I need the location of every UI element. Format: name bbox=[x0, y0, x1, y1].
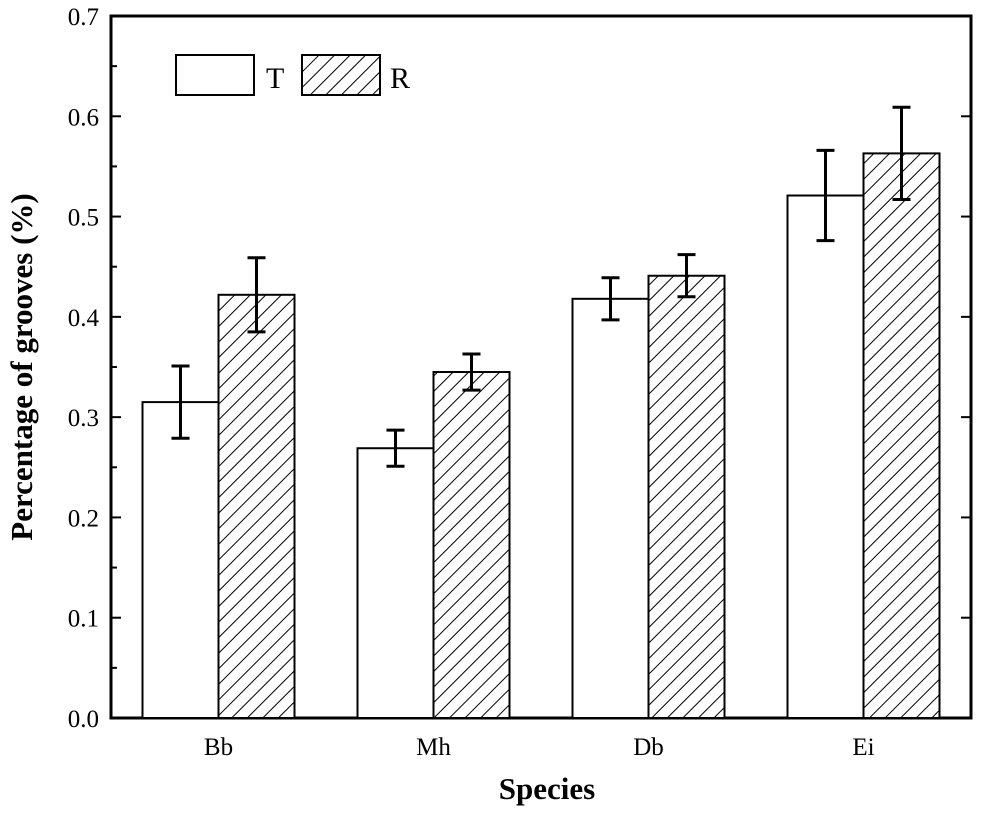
bar-t-ei bbox=[786, 194, 865, 720]
x-tick-label: Ei bbox=[852, 734, 874, 761]
y-tick-label: 0.4 bbox=[68, 305, 100, 332]
y-tick-label: 0.3 bbox=[68, 405, 99, 432]
y-tick-label: 0.5 bbox=[68, 205, 99, 232]
x-tick-label: Bb bbox=[204, 734, 233, 761]
bar-r-mh bbox=[432, 371, 511, 719]
bars-layer bbox=[141, 105, 941, 720]
y-tick-label: 0.7 bbox=[68, 4, 99, 31]
x-tick-label: Db bbox=[633, 734, 664, 761]
bar-r-ei bbox=[862, 152, 941, 720]
y-tick-label: 0.2 bbox=[68, 505, 99, 532]
bar-t-bb bbox=[141, 401, 220, 719]
y-tick-label: 0.6 bbox=[68, 104, 99, 131]
y-axis: 0.0 0.1 0.2 0.3 0.4 0.5 0.6 0.7 bbox=[68, 4, 971, 733]
bar-t-mh bbox=[356, 447, 435, 719]
legend-swatch-r bbox=[301, 54, 381, 96]
legend-label-t: T bbox=[266, 62, 284, 95]
y-tick-label: 0.1 bbox=[68, 606, 99, 633]
y-axis-title: Percentage of grooves (%) bbox=[4, 193, 39, 540]
y-tick-label: 0.0 bbox=[68, 706, 99, 733]
x-tick-label: Mh bbox=[416, 734, 451, 761]
legend-label-r: R bbox=[390, 62, 410, 95]
legend-swatch-t bbox=[175, 54, 255, 96]
bar-t-db bbox=[571, 297, 650, 719]
legend: T R bbox=[175, 54, 410, 96]
x-axis: Bb Mh Db Ei bbox=[204, 708, 875, 761]
x-axis-title: Species bbox=[499, 771, 595, 806]
bar-r-bb bbox=[217, 293, 296, 719]
bar-r-db bbox=[647, 274, 726, 719]
